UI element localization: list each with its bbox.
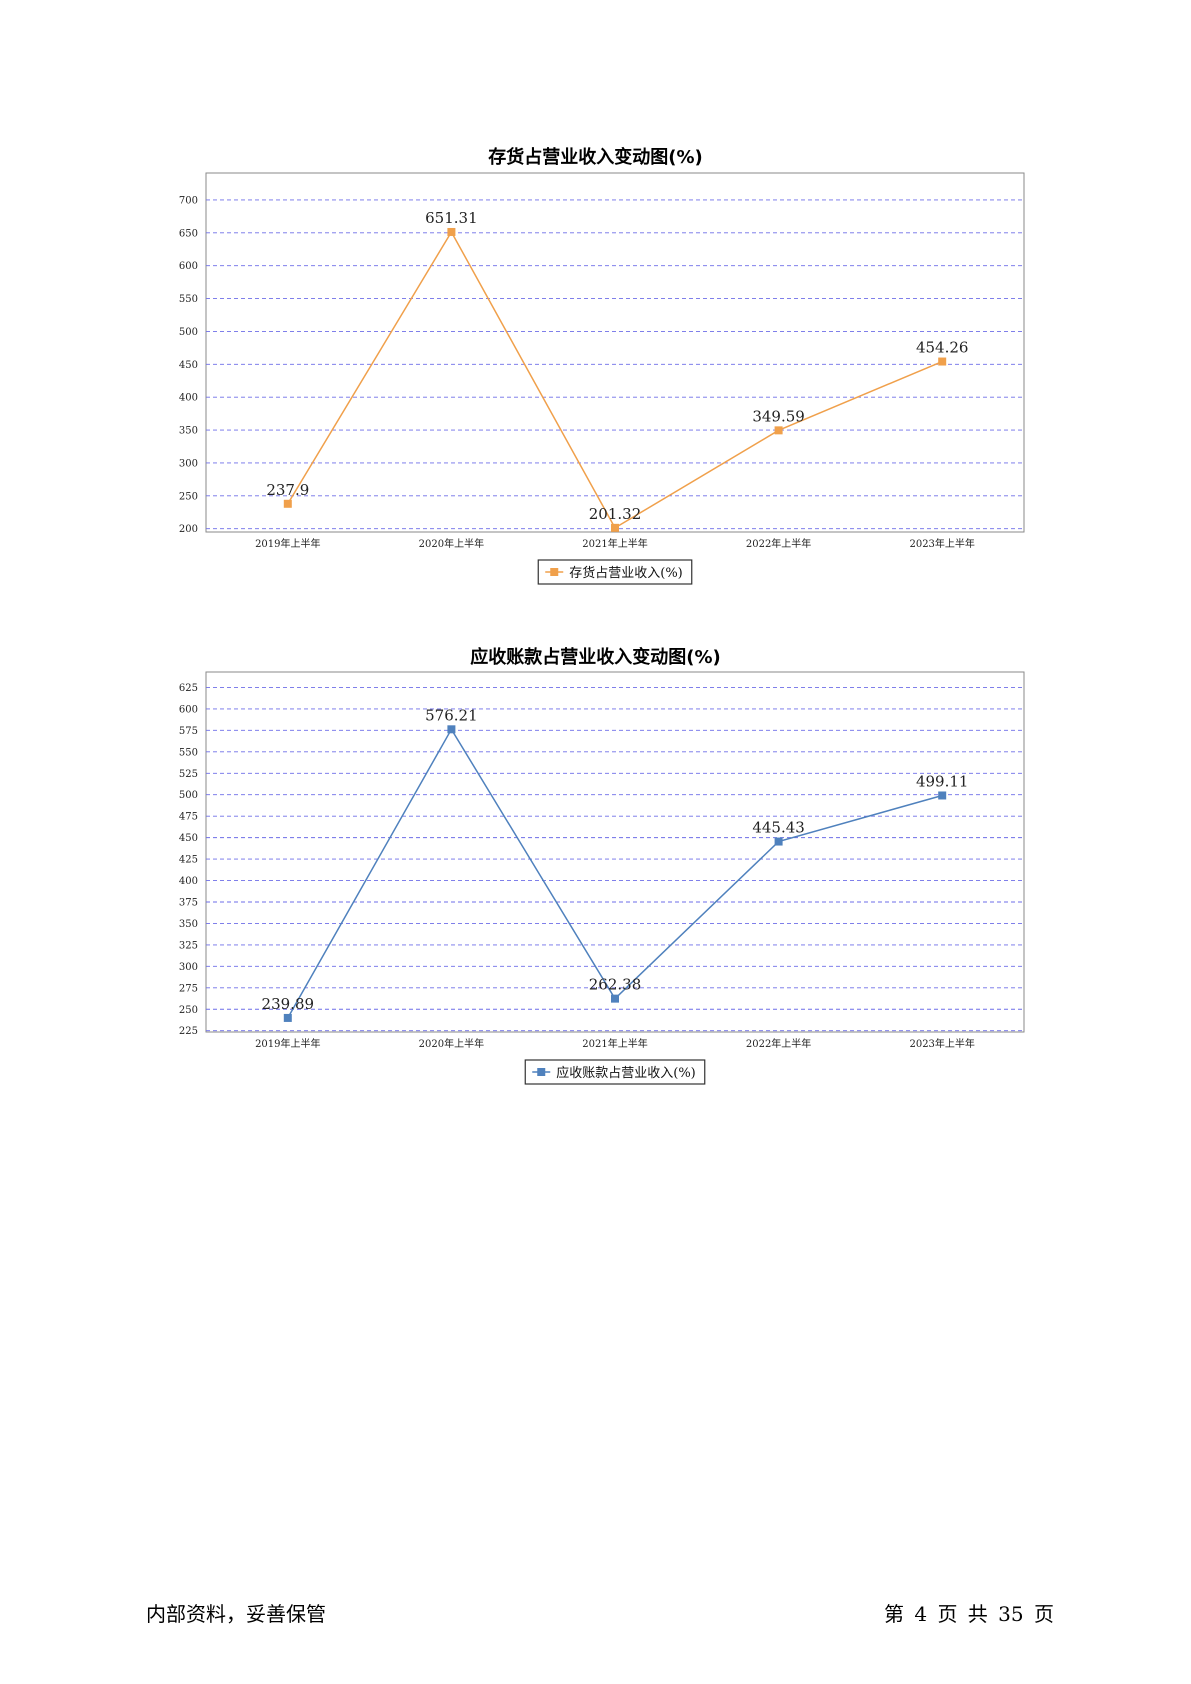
x-tick-label: 2020年上半年 [419,537,484,550]
data-point-marker [447,227,456,236]
x-tick-label: 2019年上半年 [255,537,320,550]
legend-label: 应收账款占营业收入(%) [556,1065,696,1081]
chart-1-title: 存货占营业收入变动图(%) [488,147,703,168]
y-tick-label: 350 [179,919,198,930]
y-tick-label: 600 [179,704,198,715]
data-label: 651.31 [425,209,478,227]
y-tick-label: 450 [179,360,198,371]
data-point-marker [611,523,619,532]
data-label: 237.9 [266,481,309,499]
y-tick-label: 250 [179,491,198,502]
y-tick-label: 625 [179,683,198,694]
x-tick-label: 2023年上半年 [909,1037,974,1050]
data-point-marker [447,725,456,734]
data-label: 454.26 [916,339,969,357]
chart-1: 200 250 300 350 400 450 500 550 600 650 700 2019年上半… [179,172,1025,585]
y-tick-label: 225 [179,1026,198,1037]
y-tick-label: 700 [179,195,198,206]
y-tick-label: 450 [179,833,198,844]
x-tick-label: 2022年上半年 [746,537,811,550]
chart-2: 225 250 275 300 325 350 375 400 425 450 475 500 525 5… [179,671,1025,1085]
data-label: 445.43 [752,819,805,837]
footer-page-number: 第 4 页 共 35 页 [884,1602,1054,1626]
y-tick-label: 500 [179,790,198,801]
y-tick-label: 375 [179,897,198,908]
data-label: 201.32 [589,505,642,523]
legend: 存货占营业收入(%) [537,559,693,585]
y-tick-label: 250 [179,1005,198,1016]
data-label: 499.11 [916,772,969,790]
x-tick-label: 2021年上半年 [582,1037,647,1050]
y-tick-label: 550 [179,747,198,758]
legend: 应收账款占营业收入(%) [524,1059,706,1085]
data-point-marker [611,994,619,1003]
x-tick-label: 2022年上半年 [746,1037,811,1050]
legend-marker-swatch [550,568,559,576]
y-tick-label: 475 [179,812,198,823]
y-tick-label: 525 [179,769,198,780]
y-tick-label: 200 [179,524,198,535]
data-label: 262.38 [589,976,642,994]
y-tick-label: 400 [179,393,198,404]
y-tick-label: 300 [179,962,198,973]
plot-frame [205,172,1025,533]
data-point-marker [283,499,292,508]
x-tick-label: 2021年上半年 [582,537,647,550]
data-point-marker [938,791,947,800]
y-tick-label: 350 [179,426,198,437]
y-tick-label: 425 [179,855,198,866]
data-point-marker [283,1013,292,1022]
y-tick-label: 600 [179,261,198,272]
x-tick-label: 2020年上半年 [419,1037,484,1050]
y-tick-label: 500 [179,327,198,338]
data-label: 349.59 [752,407,805,425]
y-tick-label: 650 [179,228,198,239]
data-point-marker [938,357,947,366]
data-point-marker [774,426,783,435]
plot-frame [205,671,1025,1033]
x-tick-label: 2023年上半年 [909,537,974,550]
y-tick-label: 325 [179,940,198,951]
y-tick-label: 575 [179,726,198,737]
data-point-marker [774,837,783,846]
data-label: 239.89 [262,995,315,1013]
y-tick-label: 275 [179,983,198,994]
legend-label: 存货占营业收入(%) [569,565,683,581]
y-tick-label: 400 [179,876,198,887]
data-label: 576.21 [425,706,478,724]
footer-confidential-note: 内部资料，妥善保管 [146,1602,326,1626]
y-tick-label: 300 [179,458,198,469]
chart-2-title: 应收账款占营业收入变动图(%) [470,647,721,668]
legend-box [537,559,693,585]
legend-marker-swatch [537,1068,546,1076]
legend-box [524,1059,706,1085]
x-tick-label: 2019年上半年 [255,1037,320,1050]
y-tick-label: 550 [179,294,198,305]
